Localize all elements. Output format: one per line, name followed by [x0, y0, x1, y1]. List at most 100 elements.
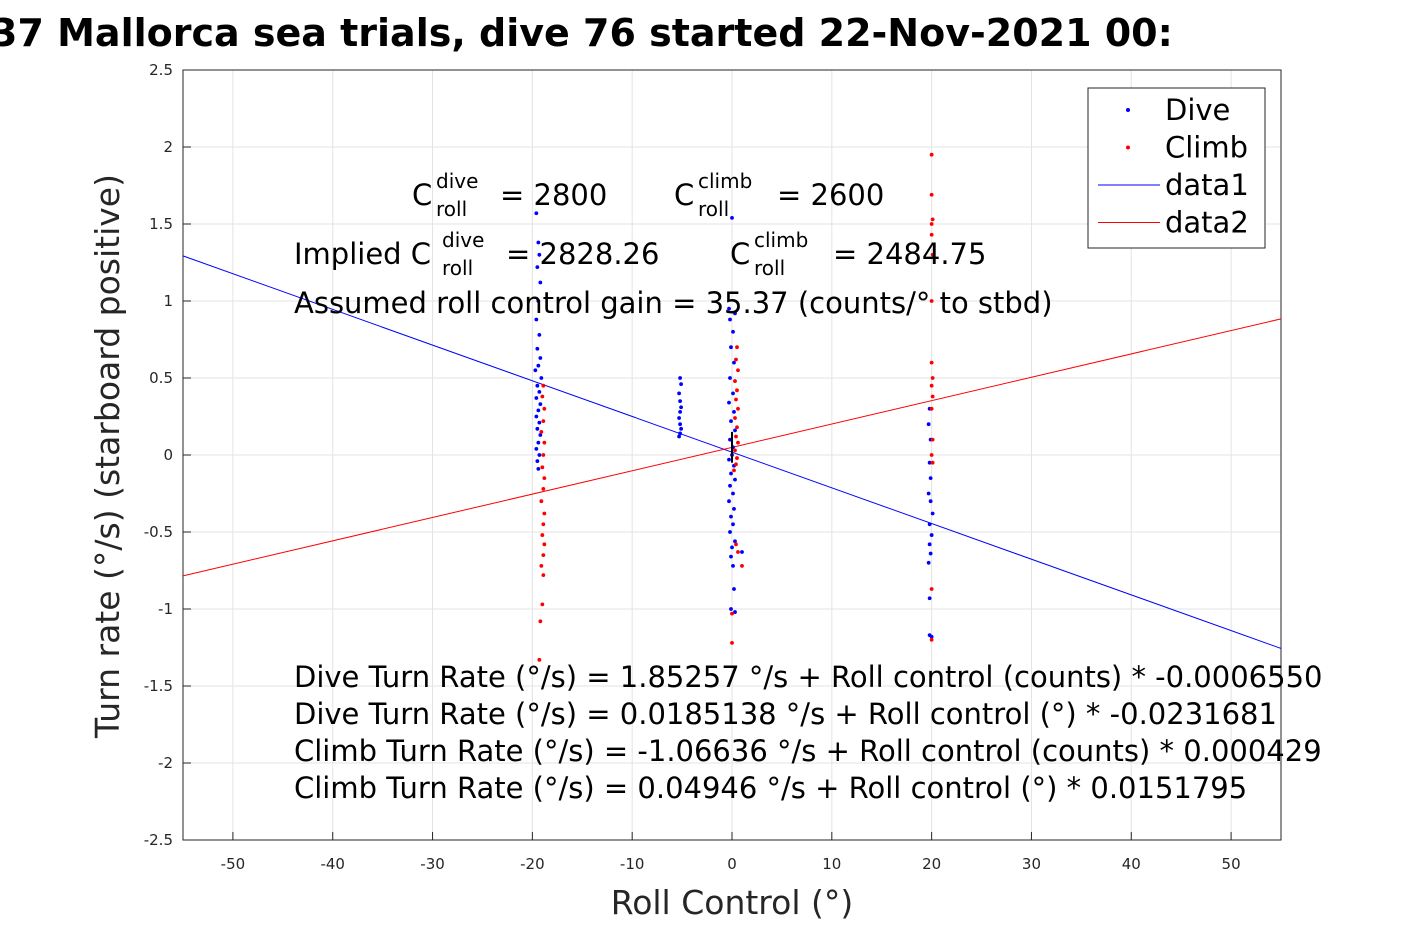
x-tick-label: -50 [221, 855, 246, 873]
y-tick-label: 1 [163, 292, 173, 310]
annotation-c-climb-tail: = 2600 [777, 178, 884, 212]
dive-point [534, 414, 539, 419]
dive-point [926, 560, 931, 565]
climb-point [930, 437, 935, 442]
climb-point [929, 299, 934, 303]
dive-point [536, 363, 541, 368]
annotation-implied-dive-pre: Implied C [294, 237, 431, 271]
chart-title: 37 Mallorca sea trials, dive 76 started … [0, 11, 1173, 55]
dive-point [729, 471, 733, 476]
climb-point [730, 611, 734, 616]
dive-point [926, 422, 931, 427]
climb-point [735, 456, 739, 460]
x-tick-label: -40 [320, 855, 345, 873]
dive-point [928, 551, 933, 556]
climb-point [730, 640, 734, 645]
climb-point [541, 453, 546, 457]
annotation-implied-dive-sub: roll [442, 256, 473, 280]
y-tick-label: 0 [163, 446, 173, 464]
y-tick-label: 2 [163, 138, 173, 156]
annotation-c-dive-tail: = 2800 [500, 178, 607, 212]
x-tick-label: -10 [620, 855, 645, 873]
dive-point [678, 431, 682, 436]
climb-point [542, 440, 547, 445]
dive-point [538, 356, 543, 360]
x-tick-label: 0 [727, 855, 737, 873]
climb-point [541, 522, 546, 527]
climb-point [540, 394, 545, 399]
x-tick-label: 30 [1022, 855, 1041, 873]
dive-point [536, 466, 541, 471]
climb-point [540, 602, 545, 607]
y-tick-label: -2 [158, 754, 173, 772]
annotation-c-dive-sup: dive [436, 169, 478, 193]
dive-point [537, 420, 542, 425]
climb-point [736, 550, 740, 554]
dive-point [536, 240, 541, 245]
dive-point [732, 409, 736, 414]
dive-point [729, 345, 733, 350]
dive-point [538, 433, 543, 437]
climb-point [929, 360, 934, 365]
legend-label-data1: data1 [1165, 168, 1249, 202]
climb-point [929, 152, 934, 157]
legend-label-data2: data2 [1165, 206, 1249, 240]
dive-point [728, 317, 732, 322]
dive-point [679, 405, 683, 410]
dive-point [537, 453, 542, 457]
climb-point [541, 383, 546, 388]
dive-point [536, 440, 541, 445]
dive-point [732, 360, 736, 365]
y-tick-label: -0.5 [144, 523, 173, 541]
dive-point [679, 426, 683, 431]
dive-point [728, 530, 732, 534]
climb-point [929, 637, 934, 642]
dive-point [534, 317, 539, 322]
annotation-c-climb-base: C [674, 178, 694, 212]
climb-point [733, 379, 737, 383]
annotation-implied-dive-sup: dive [442, 228, 484, 252]
y-tick-label: -1 [158, 600, 173, 618]
dive-point [535, 383, 540, 388]
climb-point [735, 388, 739, 393]
dive-point [537, 252, 542, 257]
dive-point [729, 419, 733, 424]
ticks: -50 -40 -30 -20 -10 0 10 20 30 40 50 2.5 2 1.5 1 0.5 0 -0… [144, 61, 1241, 873]
climb-point [930, 394, 935, 399]
climb-point [539, 563, 544, 568]
dive-point [677, 434, 681, 439]
dive-point [733, 539, 737, 544]
dive-point [740, 550, 744, 554]
climb-point [734, 357, 738, 362]
dive-point [533, 368, 538, 373]
climb-point [539, 499, 544, 504]
climb-point [539, 430, 544, 434]
dive-point [733, 428, 737, 433]
annotation-implied-climb-base: C [730, 237, 750, 271]
dive-point [678, 409, 682, 414]
climb-point [734, 542, 738, 547]
climb-point [930, 460, 935, 465]
climb-point [929, 222, 934, 226]
dive-point [538, 402, 543, 407]
dive-point [535, 346, 540, 351]
climb-point [736, 440, 740, 445]
climb-point [735, 345, 739, 350]
climb-point [540, 465, 545, 470]
annotation-implied-dive: Implied C dive roll = 2828.26 [294, 228, 659, 280]
dive-point [731, 522, 735, 527]
annotation-gain: Assumed roll control gain = 35.37 (count… [294, 286, 1053, 320]
dive-point [534, 211, 539, 216]
dive-point [537, 389, 542, 394]
dive-point [679, 382, 683, 387]
climb-point [540, 533, 545, 537]
dive-point [729, 607, 733, 611]
y-axis-label: Turn rate (°/s) (starboard positive) [88, 174, 127, 739]
annotation-eq2: Dive Turn Rate (°/s) = 0.0185138 °/s + R… [294, 697, 1277, 731]
dive-point [538, 280, 543, 285]
dive-point [926, 491, 931, 496]
dive-point [536, 299, 541, 303]
x-tick-label: -30 [420, 855, 445, 873]
legend-swatch-climb [1126, 145, 1130, 150]
